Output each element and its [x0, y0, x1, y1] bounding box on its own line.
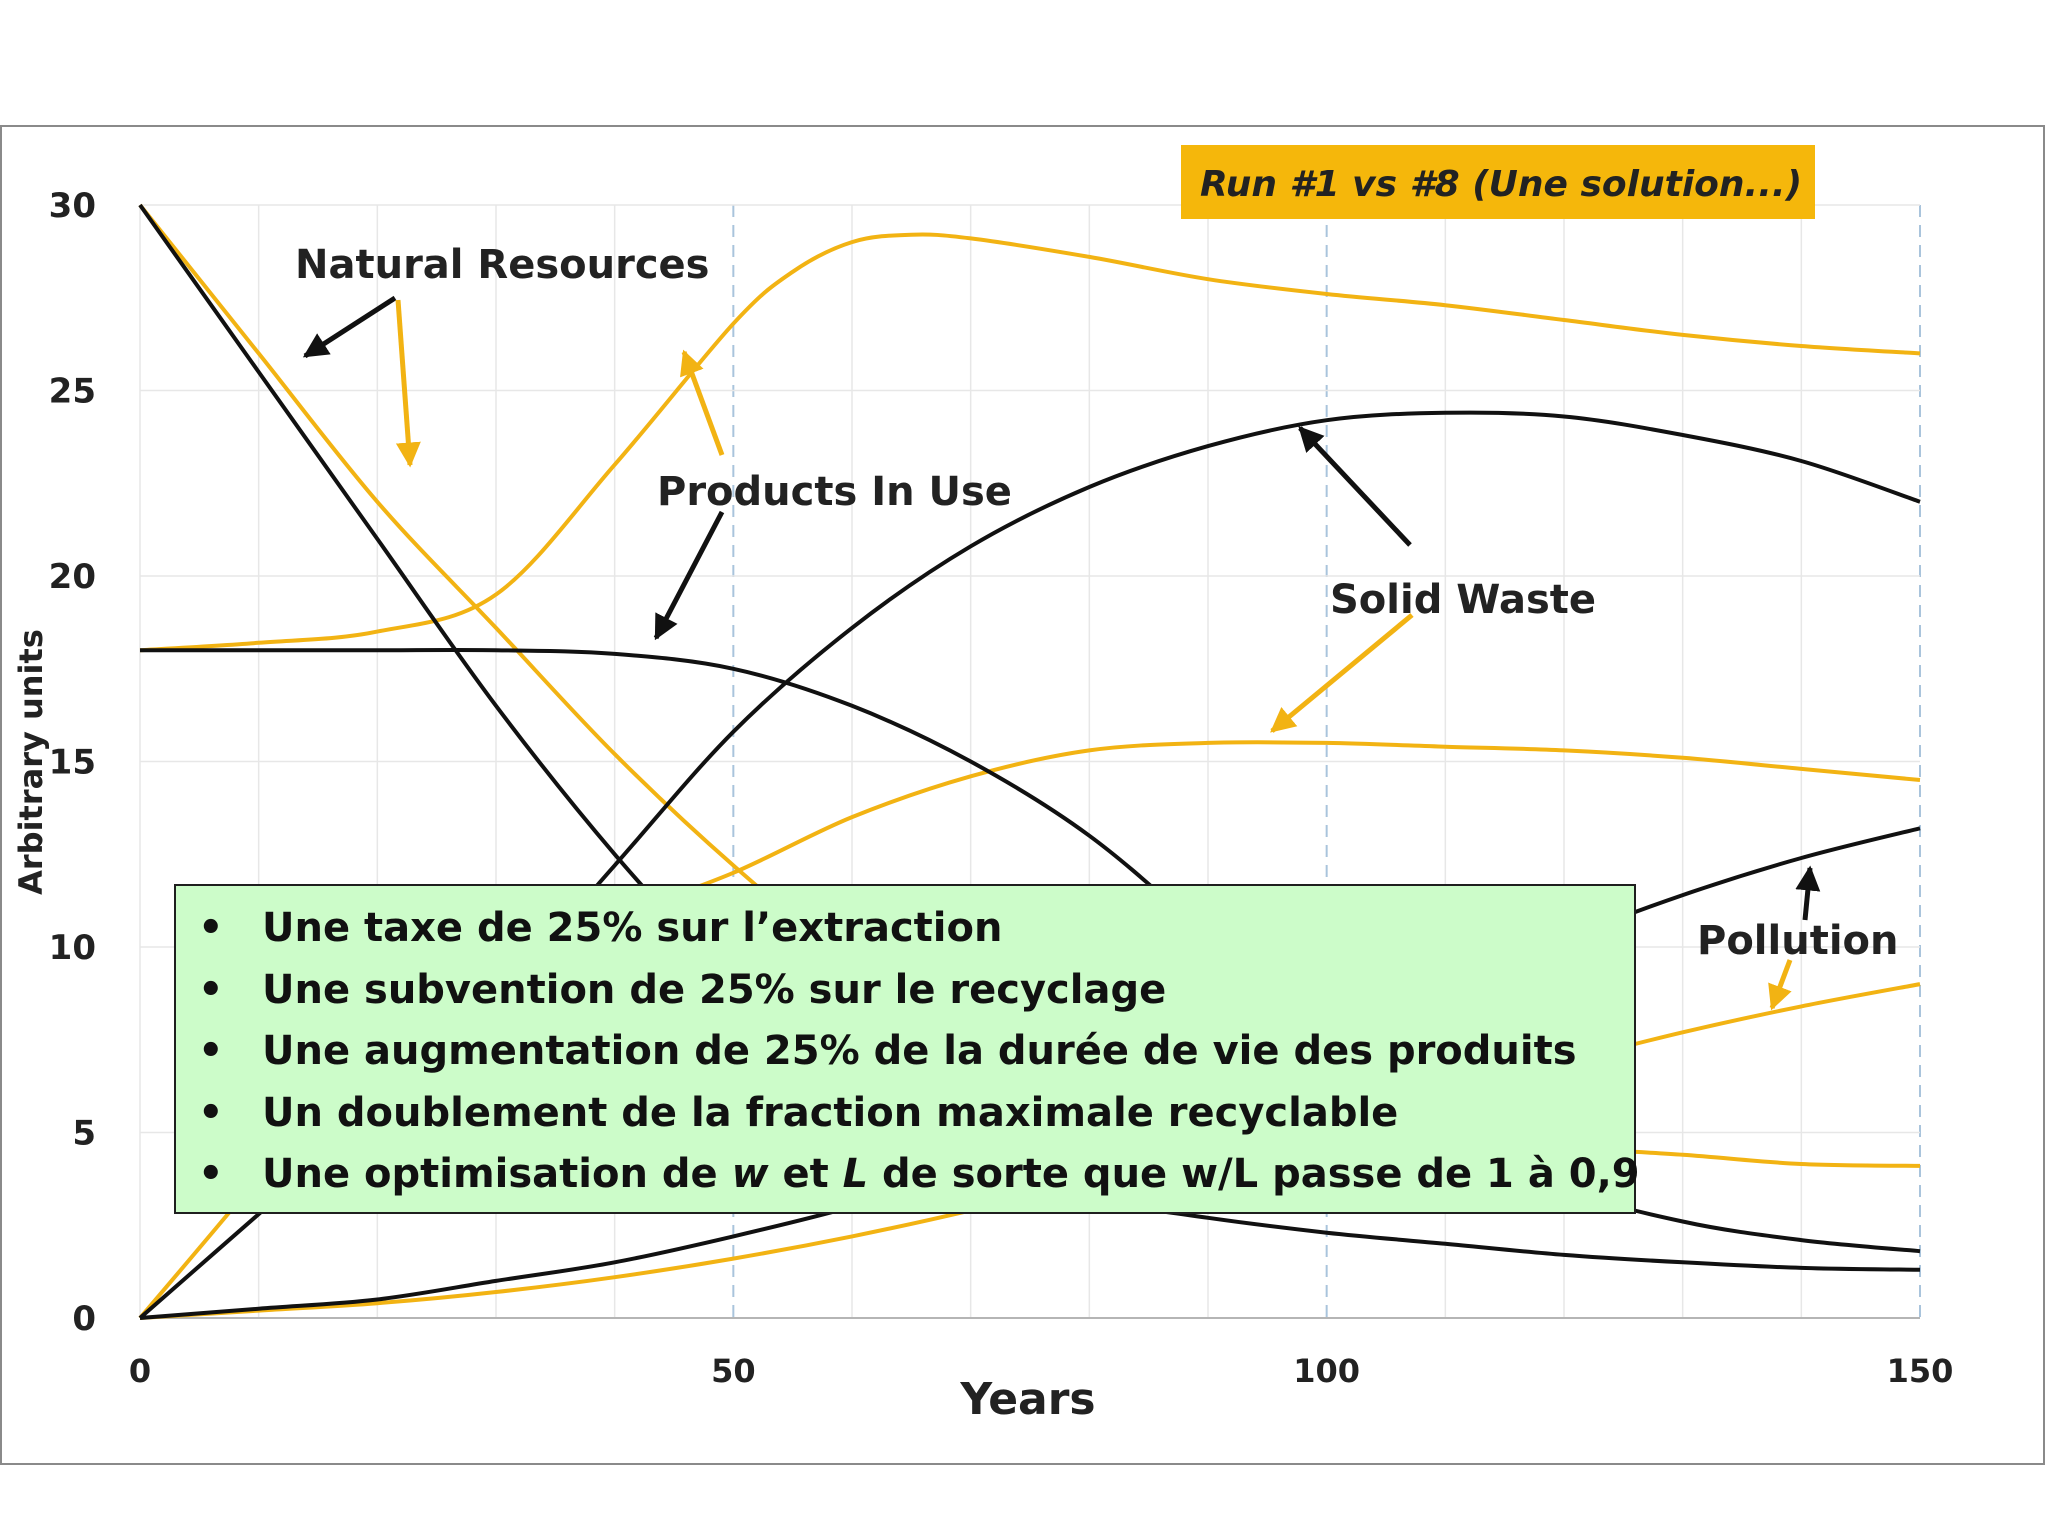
annotation-solid-waste: Solid Waste: [1330, 577, 1596, 623]
arrow-products-in-use-run8: [680, 349, 725, 456]
arrow-solid-waste-run1: [1298, 426, 1412, 547]
annotation-pollution: Pollution: [1697, 918, 1898, 964]
y-axis-title: Arbitrary units: [12, 629, 50, 895]
y-tick-label: 0: [72, 1299, 96, 1339]
y-tick-label: 10: [49, 928, 96, 968]
series-line-run8: [139, 232, 1921, 653]
policy-note-item: Une subvention de 25% sur le recyclage: [176, 960, 1634, 1022]
policy-note-item: Une optimisation de w et L de sorte que …: [176, 1144, 1640, 1206]
policy-notes-list: Une taxe de 25% sur l’extraction Une sub…: [176, 898, 1640, 1206]
arrow-natural-resources-run1: [302, 295, 397, 359]
x-axis-title: Years: [959, 1374, 1095, 1425]
y-tick-label: 5: [72, 1114, 96, 1154]
arrow-pollution-run8: [1768, 959, 1793, 1011]
x-tick-label: 50: [711, 1352, 756, 1390]
policy-note-item: Un doublement de la fraction maximale re…: [176, 1083, 1634, 1145]
x-tick-label: 0: [129, 1352, 151, 1390]
annotation-natural-resources: Natural Resources: [295, 242, 710, 288]
policy-note-item: Une augmentation de 25% de la durée de v…: [176, 1021, 1634, 1083]
chart-frame: [0, 125, 2045, 1465]
run-legend-text: Run #1 vs #8 (Une solution...): [1200, 164, 1802, 205]
x-tick-label: 150: [1887, 1352, 1954, 1390]
y-tick-label: 15: [49, 743, 96, 783]
arrow-solid-waste-run8: [1270, 613, 1414, 733]
y-tick-label: 20: [49, 557, 96, 597]
y-tick-label: 30: [49, 186, 96, 226]
arrow-products-in-use-run1: [653, 510, 725, 641]
arrow-pollution-run1: [1795, 865, 1821, 921]
arrow-natural-resources-run8: [395, 299, 421, 468]
policy-note-item: Une taxe de 25% sur l’extraction: [176, 898, 1634, 960]
annotation-products-in-use: Products In Use: [657, 469, 1012, 515]
policy-notes-box: Une taxe de 25% sur l’extraction Une sub…: [174, 884, 1640, 1214]
x-tick-label: 100: [1293, 1352, 1360, 1390]
tick-labels: 0 5 10 15 20 25 30 0 50 100 150: [49, 186, 1954, 1390]
y-tick-label: 25: [49, 372, 96, 412]
run-legend-box: [1181, 145, 1815, 219]
